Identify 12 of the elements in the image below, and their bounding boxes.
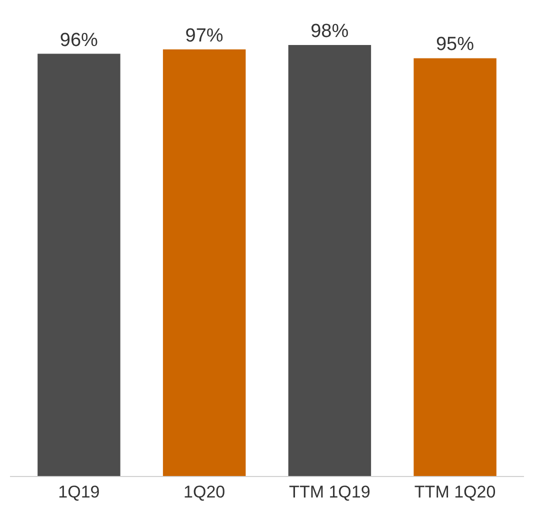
- bar: [162, 49, 246, 476]
- x-tick-label: TTM 1Q19: [289, 482, 370, 502]
- data-label: 97%: [185, 25, 224, 46]
- bar: [414, 58, 496, 476]
- x-tick-label: 1Q20: [184, 482, 226, 502]
- x-tick-label: 1Q19: [58, 482, 100, 502]
- x-tick-label: TTM 1Q20: [414, 482, 496, 502]
- data-label: 95%: [436, 34, 474, 56]
- data-label: 96%: [60, 30, 98, 51]
- bar: [38, 54, 120, 476]
- data-label: 98%: [310, 21, 349, 42]
- bar: [288, 45, 372, 476]
